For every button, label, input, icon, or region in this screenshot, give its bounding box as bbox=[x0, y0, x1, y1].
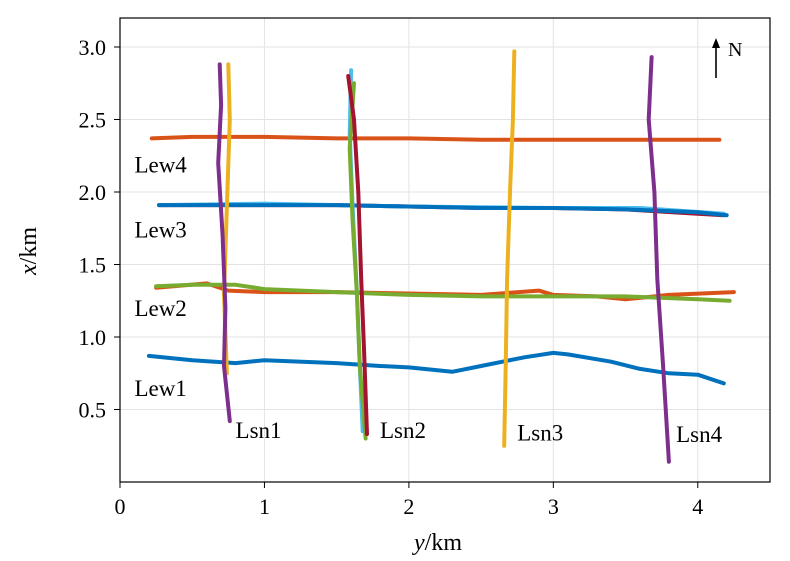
series-line-lsn1 bbox=[216, 62, 232, 424]
line-label-lsn1: Lsn1 bbox=[236, 418, 282, 443]
x-tick-label: 4 bbox=[692, 494, 703, 519]
x-tick-label: 1 bbox=[259, 494, 270, 519]
series-line-lsn2 bbox=[346, 74, 369, 437]
x-tick-label: 2 bbox=[403, 494, 414, 519]
y-tick-label: 1.5 bbox=[79, 253, 107, 278]
x-tick-label: 3 bbox=[548, 494, 559, 519]
y-axis-var: x bbox=[16, 264, 42, 276]
series-line-lsn4 bbox=[646, 55, 671, 464]
x-axis-var: y bbox=[412, 530, 425, 556]
series-line-repeat bbox=[347, 81, 368, 441]
y-axis-title: x/km bbox=[16, 227, 42, 276]
line-label-lew3: Lew3 bbox=[134, 218, 186, 243]
series-line-lew1 bbox=[146, 350, 726, 386]
line-labels: Lew4 Lew3 Lew2 Lew1 Lsn1 Lsn2 Lsn3 Lsn4 bbox=[134, 152, 722, 447]
north-label: N bbox=[728, 39, 742, 61]
y-tick-label: 0.5 bbox=[79, 398, 107, 423]
y-axis-unit: /km bbox=[16, 227, 42, 265]
line-label-lew4: Lew4 bbox=[134, 152, 187, 177]
line-label-lsn4: Lsn4 bbox=[676, 422, 723, 447]
x-axis-title: y/km bbox=[412, 530, 462, 556]
y-tick-label: 3.0 bbox=[79, 35, 107, 60]
ticks: 0 1 2 3 4 0.5 1.0 1.5 2.0 2.5 3.0 bbox=[79, 35, 704, 519]
series-line-lsn3 bbox=[502, 49, 517, 448]
grid bbox=[119, 18, 770, 482]
line-label-lsn3: Lsn3 bbox=[517, 421, 563, 446]
survey-lines bbox=[146, 49, 736, 464]
plot-frame bbox=[119, 17, 771, 483]
north-arrow: N bbox=[712, 38, 742, 78]
y-tick-label: 2.0 bbox=[79, 180, 107, 205]
series-line-lew4 bbox=[149, 134, 722, 142]
line-label-lew1: Lew1 bbox=[134, 376, 186, 401]
y-tick-label: 2.5 bbox=[79, 108, 107, 133]
x-tick-label: 0 bbox=[115, 494, 126, 519]
x-axis-unit: /km bbox=[425, 530, 463, 556]
line-label-lsn2: Lsn2 bbox=[380, 418, 426, 443]
series-line-lew3 bbox=[157, 203, 729, 218]
y-tick-label: 1.0 bbox=[79, 325, 107, 350]
line-label-lew2: Lew2 bbox=[134, 296, 186, 321]
series-line-lew2 bbox=[154, 282, 732, 303]
